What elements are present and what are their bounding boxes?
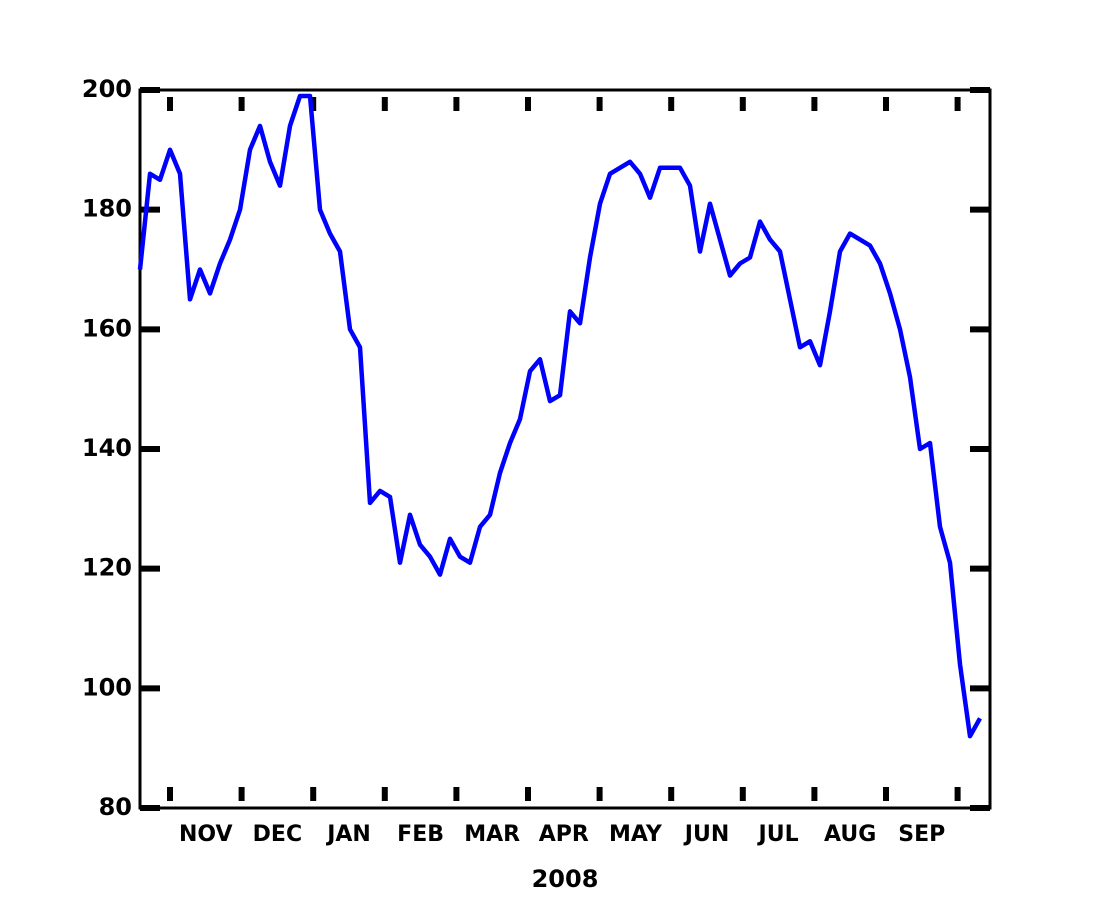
x-tick-label: DEC <box>253 822 302 847</box>
y-tick-label: 140 <box>82 434 132 462</box>
x-tick-label: FEB <box>397 822 444 847</box>
plot-frame <box>138 88 992 810</box>
x-tick-label: AUG <box>824 822 876 847</box>
y-tick-label: 100 <box>82 673 132 701</box>
y-tick-label: 120 <box>82 554 132 582</box>
x-tick-label: APR <box>539 822 589 847</box>
y-tick-label: 200 <box>82 75 132 103</box>
x-tick-label: MAR <box>464 822 520 847</box>
x-tick-label: MAY <box>609 822 663 847</box>
y-tick-label: 180 <box>82 195 132 223</box>
x-tick-label: JUN <box>683 822 729 847</box>
x-axis-label: 2008 <box>532 865 599 893</box>
x-tick-label: SEP <box>898 822 945 847</box>
line-series <box>137 93 982 739</box>
y-tick-label: 160 <box>82 314 132 342</box>
x-tick-label: NOV <box>179 822 233 847</box>
x-tick-label: JUL <box>757 822 799 847</box>
y-tick-label: 80 <box>99 793 132 821</box>
x-tick-label: JAN <box>325 822 371 847</box>
